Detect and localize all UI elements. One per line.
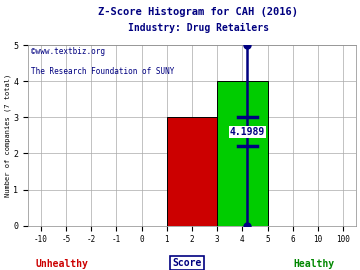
Text: Score: Score: [172, 258, 202, 268]
Bar: [217, 82, 267, 225]
Text: Z-Score Histogram for CAH (2016): Z-Score Histogram for CAH (2016): [98, 7, 298, 17]
Y-axis label: Number of companies (7 total): Number of companies (7 total): [4, 74, 11, 197]
Text: Unhealthy: Unhealthy: [36, 259, 89, 269]
Text: Industry: Drug Retailers: Industry: Drug Retailers: [127, 23, 269, 33]
Text: The Research Foundation of SUNY: The Research Foundation of SUNY: [31, 67, 175, 76]
Text: Healthy: Healthy: [294, 259, 335, 269]
Text: 4.1989: 4.1989: [230, 127, 265, 137]
Bar: [167, 117, 217, 225]
Text: ©www.textbiz.org: ©www.textbiz.org: [31, 47, 105, 56]
